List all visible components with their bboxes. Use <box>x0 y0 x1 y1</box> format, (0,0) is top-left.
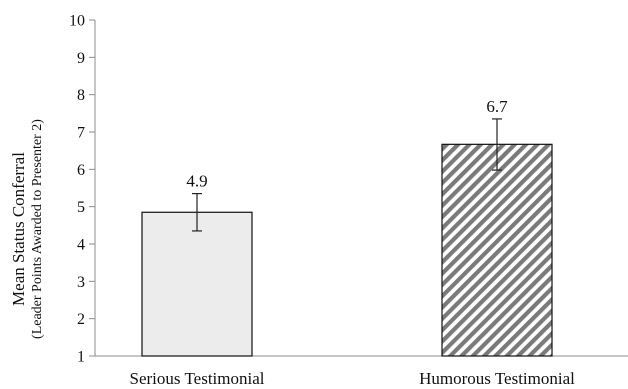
y-tick-label: 7 <box>77 125 85 142</box>
x-category-label-1: Serious Testimonial <box>130 369 265 388</box>
bar-1 <box>141 211 253 357</box>
y-tick-label: 5 <box>77 199 85 216</box>
y-tick-label: 6 <box>77 162 85 179</box>
y-tick-label: 2 <box>77 311 85 328</box>
y-axis-sublabel: (Leader Points Awarded to Presenter 2) <box>30 119 45 339</box>
data-label-1: 4.9 <box>186 172 207 191</box>
data-label-2: 6.7 <box>486 97 508 116</box>
y-tick-label: 4 <box>77 237 85 254</box>
y-tick-label: 9 <box>77 50 85 67</box>
y-axis-label: Mean Status Conferral <box>9 152 28 306</box>
bar-2 <box>441 143 553 357</box>
y-tick-label: 3 <box>77 274 85 291</box>
y-tick-label: 10 <box>69 13 85 30</box>
y-tick-label: 1 <box>77 349 85 366</box>
y-axis-title: Mean Status Conferral (Leader Points Awa… <box>9 119 45 339</box>
plot-area: 1 2 3 4 5 6 7 8 9 10 4.9 Serious Testimonial 6.7 Humo… <box>69 13 628 388</box>
x-category-label-2: Humorous Testimonial <box>419 369 575 388</box>
y-tick-label: 8 <box>77 87 85 104</box>
